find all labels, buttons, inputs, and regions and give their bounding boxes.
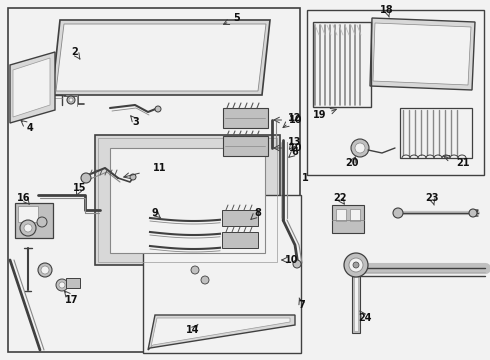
Text: 19: 19 — [313, 110, 327, 120]
Bar — [110, 148, 265, 253]
Bar — [15, 203, 53, 238]
Circle shape — [201, 276, 209, 284]
Circle shape — [344, 253, 368, 277]
Circle shape — [20, 220, 36, 236]
Bar — [222, 210, 258, 226]
Polygon shape — [148, 315, 295, 350]
Bar — [354, 270, 358, 331]
Text: 15: 15 — [73, 183, 87, 193]
Bar — [350, 209, 360, 221]
Polygon shape — [56, 24, 266, 91]
Circle shape — [469, 209, 477, 217]
Bar — [223, 136, 268, 156]
Circle shape — [67, 96, 75, 104]
Polygon shape — [52, 20, 270, 95]
Text: 3: 3 — [133, 117, 139, 127]
Text: 6: 6 — [292, 147, 298, 157]
Circle shape — [24, 224, 32, 232]
Bar — [95, 135, 280, 265]
Circle shape — [355, 143, 365, 153]
Text: 2: 2 — [72, 47, 78, 57]
Circle shape — [349, 258, 363, 272]
Bar — [352, 268, 360, 333]
Bar — [143, 195, 301, 353]
Polygon shape — [10, 52, 55, 123]
Text: 10: 10 — [289, 143, 303, 153]
Text: 12: 12 — [288, 113, 302, 123]
Polygon shape — [151, 318, 290, 347]
Circle shape — [353, 262, 359, 268]
Text: 23: 23 — [425, 193, 439, 203]
Text: 4: 4 — [26, 123, 33, 133]
Bar — [400, 108, 472, 158]
Circle shape — [41, 266, 49, 274]
Circle shape — [69, 98, 73, 102]
Bar — [223, 108, 268, 128]
Text: 17: 17 — [65, 295, 79, 305]
Circle shape — [37, 217, 47, 227]
Bar — [98, 138, 277, 262]
Text: 9: 9 — [151, 208, 158, 218]
Bar — [8, 8, 300, 352]
Bar — [18, 206, 38, 222]
Circle shape — [191, 266, 199, 274]
Text: 1: 1 — [302, 173, 308, 183]
Text: 14: 14 — [186, 325, 200, 335]
Text: 10: 10 — [289, 115, 303, 125]
Circle shape — [130, 174, 136, 180]
Polygon shape — [373, 23, 471, 85]
Text: 11: 11 — [153, 163, 167, 173]
Text: 7: 7 — [298, 300, 305, 310]
Text: 10: 10 — [285, 255, 299, 265]
Circle shape — [59, 282, 65, 288]
Polygon shape — [13, 58, 50, 117]
Text: 20: 20 — [345, 158, 359, 168]
Bar — [332, 205, 364, 233]
Bar — [66, 278, 80, 288]
Text: 5: 5 — [234, 13, 241, 23]
Text: 16: 16 — [17, 193, 31, 203]
Circle shape — [393, 208, 403, 218]
Text: 22: 22 — [333, 193, 347, 203]
Text: 24: 24 — [358, 313, 372, 323]
Text: 18: 18 — [380, 5, 394, 15]
Bar — [336, 209, 346, 221]
Text: 21: 21 — [456, 158, 470, 168]
Bar — [222, 232, 258, 248]
Circle shape — [155, 106, 161, 112]
Circle shape — [81, 173, 91, 183]
Bar — [313, 22, 371, 107]
Text: 8: 8 — [255, 208, 262, 218]
Circle shape — [38, 263, 52, 277]
Circle shape — [56, 279, 68, 291]
Bar — [307, 10, 484, 175]
Text: 13: 13 — [288, 137, 302, 147]
Polygon shape — [370, 18, 475, 90]
Circle shape — [293, 260, 301, 268]
Circle shape — [351, 139, 369, 157]
